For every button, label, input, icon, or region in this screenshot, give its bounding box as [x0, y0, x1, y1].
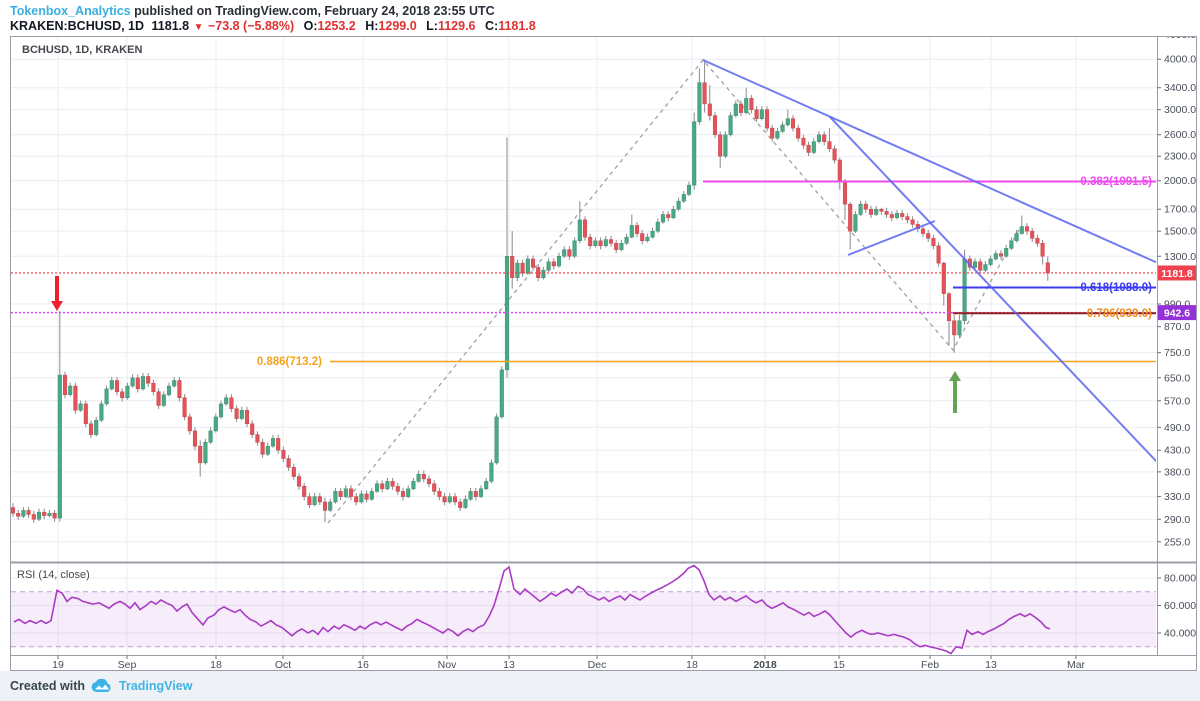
svg-text:430.0: 430.0 [1164, 445, 1190, 457]
svg-text:570.0: 570.0 [1164, 395, 1190, 407]
svg-text:Oct: Oct [275, 659, 291, 670]
green-up-arrow[interactable] [949, 371, 961, 413]
price-badge: 942.6 [1158, 305, 1196, 321]
svg-text:255.0: 255.0 [1164, 536, 1190, 548]
close-label: C: [484, 19, 499, 33]
last-price: 1181.8 [151, 19, 190, 33]
svg-text:380.0: 380.0 [1164, 466, 1190, 478]
svg-text:942.6: 942.6 [1164, 307, 1190, 319]
rsi-legend[interactable]: RSI (14, close) [17, 569, 90, 581]
svg-text:Sep: Sep [118, 659, 137, 670]
svg-text:13: 13 [503, 659, 515, 670]
low-value: 1129.6 [437, 19, 476, 33]
tradingview-link[interactable]: TradingView [119, 679, 193, 693]
svg-text:16: 16 [357, 659, 369, 670]
rsi-band [11, 591, 1156, 648]
svg-text:Mar: Mar [1067, 659, 1086, 670]
svg-text:330.0: 330.0 [1164, 491, 1190, 503]
open-value: 1253.2 [317, 19, 356, 33]
gridlines [11, 37, 1156, 655]
price-change: −73.8 (−5.88%) [207, 19, 295, 33]
high-label: H: [365, 19, 379, 33]
svg-text:650.0: 650.0 [1164, 372, 1190, 384]
svg-text:40.0000: 40.0000 [1164, 628, 1196, 640]
svg-text:2000.0: 2000.0 [1164, 175, 1196, 187]
red-down-arrow[interactable] [51, 276, 63, 311]
svg-text:Dec: Dec [588, 659, 607, 670]
trend-line[interactable] [702, 59, 1160, 264]
svg-text:870.0: 870.0 [1164, 321, 1190, 333]
fib-label: 0.382(1991.5) [1080, 176, 1152, 188]
chart-canvas[interactable]: 0.382(1991.5) 0.618(1088.0) 0.786(939.0) 0.… [11, 37, 1196, 670]
high-value: 1299.0 [378, 19, 417, 33]
candlestick-series [11, 59, 1050, 523]
svg-text:3400.0: 3400.0 [1164, 82, 1196, 94]
down-triangle-icon: ▼ [193, 22, 204, 33]
svg-text:18: 18 [210, 659, 222, 670]
svg-text:19: 19 [52, 659, 64, 670]
svg-text:18: 18 [686, 659, 698, 670]
chart-widget[interactable]: 0.382(1991.5) 0.618(1088.0) 0.786(939.0) 0.… [10, 36, 1197, 671]
publish-line: Tokenbox_Analytics published on TradingV… [10, 4, 1200, 19]
svg-text:2018: 2018 [753, 659, 777, 670]
tradingview-cloud-icon [91, 679, 111, 692]
symbol-name[interactable]: KRAKEN:BCHUSD, 1D [10, 19, 145, 33]
fib-label: 0.886(713.2) [257, 356, 322, 368]
svg-text:1181.8: 1181.8 [1161, 268, 1193, 280]
svg-text:4600.0: 4600.0 [1164, 37, 1196, 41]
trend-line[interactable] [847, 220, 936, 256]
rsi-line [13, 564, 1051, 655]
svg-text:490.0: 490.0 [1164, 422, 1190, 434]
symbol-line: KRAKEN:BCHUSD, 1D 1181.8 ▼ −73.8 (−5.88%… [10, 19, 1200, 35]
svg-text:15: 15 [833, 659, 845, 670]
svg-text:Feb: Feb [921, 659, 939, 670]
price-badge: 1181.8 [1158, 265, 1196, 281]
fib-label: 0.618(1088.0) [1080, 282, 1152, 294]
svg-text:4000.0: 4000.0 [1164, 54, 1196, 66]
chart-legend[interactable]: BCHUSD, 1D, KRAKEN [22, 44, 143, 56]
svg-text:60.0000: 60.0000 [1164, 600, 1196, 612]
publish-header: Tokenbox_Analytics published on TradingV… [10, 4, 1200, 35]
trend-line[interactable] [829, 116, 1157, 463]
close-value: 1181.8 [498, 19, 536, 33]
author-link[interactable]: Tokenbox_Analytics [10, 4, 131, 18]
open-label: O: [303, 19, 318, 33]
fib-label: 0.786(939.0) [1087, 308, 1152, 320]
published-text: published on TradingView.com, February 2… [134, 4, 495, 18]
footer-strip: Created with TradingView [0, 671, 1200, 701]
price-axis[interactable]: 4600.0 4000.0 3400.0 3000.0 2600.0 2300.0 2000… [1157, 37, 1196, 640]
svg-text:1700.0: 1700.0 [1164, 204, 1196, 216]
svg-text:2600.0: 2600.0 [1164, 129, 1196, 141]
svg-text:1500.0: 1500.0 [1164, 226, 1196, 238]
low-label: L: [426, 19, 438, 33]
svg-text:2300.0: 2300.0 [1164, 151, 1196, 163]
svg-text:13: 13 [985, 659, 997, 670]
time-axis[interactable]: 19 Sep 18 Oct 16 Nov 13 Dec 18 2018 15 Feb 13 Mar [52, 655, 1086, 671]
svg-text:Nov: Nov [438, 659, 457, 670]
svg-text:1300.0: 1300.0 [1164, 251, 1196, 263]
svg-text:3000.0: 3000.0 [1164, 104, 1196, 116]
svg-text:290.0: 290.0 [1164, 514, 1190, 526]
svg-text:750.0: 750.0 [1164, 347, 1190, 359]
svg-text:80.0000: 80.0000 [1164, 573, 1196, 585]
created-with-text: Created with [10, 679, 86, 693]
zigzag-line[interactable] [327, 58, 1021, 524]
